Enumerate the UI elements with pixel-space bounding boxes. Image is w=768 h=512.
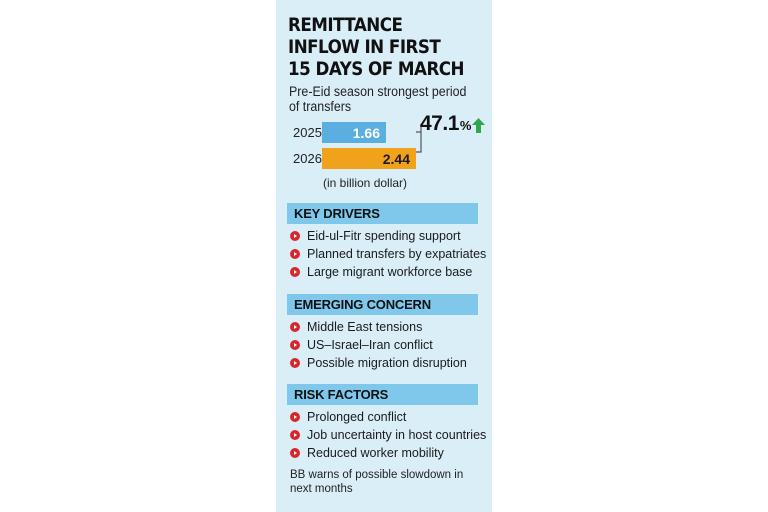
risk-factors-list: Prolonged conflict Job uncertainty in ho… [290,408,486,462]
list-item: Eid-ul-Fitr spending support [290,227,486,245]
bullet-icon [290,267,300,277]
bar-value-2026: 2.44 [383,151,410,167]
emerging-concern-list: Middle East tensions US–Israel–Iran conf… [290,318,467,372]
section-heading-risk-factors: RISK FACTORS [287,384,478,405]
list-item: Middle East tensions [290,318,467,336]
list-item-text: Eid-ul-Fitr spending support [307,229,461,243]
footer-note: BB warns of possible slowdown in next mo… [290,468,480,496]
growth-percentage: 47.1% [420,112,471,136]
list-item: Planned transfers by expatriates [290,245,486,263]
list-item-text: US–Israel–Iran conflict [307,338,433,352]
bullet-icon [290,231,300,241]
list-item-text: Possible migration disruption [307,356,467,370]
unit-note: (in billion dollar) [323,176,407,190]
bar-value-2025: 1.66 [353,125,380,141]
list-item-text: Planned transfers by expatriates [307,247,486,261]
list-item-text: Job uncertainty in host countries [307,428,486,442]
bullet-icon [290,412,300,422]
bar-2026: 2.44 [322,148,416,169]
section-heading-emerging-concern: EMERGING CONCERN [287,294,478,315]
infographic-title: REMITTANCE INFLOW IN FIRST 15 DAYS OF MA… [288,14,464,80]
bullet-icon [290,358,300,368]
growth-percent-symbol: % [460,118,471,133]
key-drivers-list: Eid-ul-Fitr spending support Planned tra… [290,227,486,281]
growth-value: 47.1 [420,112,459,136]
list-item: Reduced worker mobility [290,444,486,462]
year-label-2025: 2025 [293,125,322,140]
infographic-subtitle: Pre-Eid season strongest period of trans… [289,84,473,114]
list-item-text: Prolonged conflict [307,410,406,424]
bullet-icon [290,340,300,350]
year-label-2026: 2026 [293,151,322,166]
list-item: Possible migration disruption [290,354,467,372]
bullet-icon [290,249,300,259]
list-item-text: Reduced worker mobility [307,446,444,460]
list-item: Large migrant workforce base [290,263,486,281]
list-item: US–Israel–Iran conflict [290,336,467,354]
bar-2025: 1.66 [322,122,386,143]
list-item: Prolonged conflict [290,408,486,426]
section-heading-key-drivers: KEY DRIVERS [287,203,478,224]
list-item-text: Large migrant workforce base [307,265,472,279]
up-arrow-icon [472,118,485,133]
list-item: Job uncertainty in host countries [290,426,486,444]
bullet-icon [290,448,300,458]
bullet-icon [290,430,300,440]
list-item-text: Middle East tensions [307,320,422,334]
bullet-icon [290,322,300,332]
